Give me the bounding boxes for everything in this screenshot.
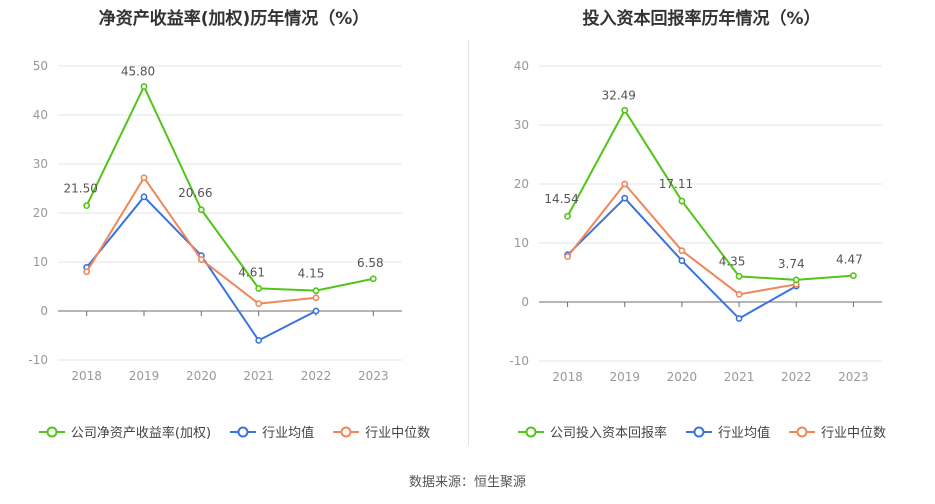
roic-y-tick-label: 10 (514, 236, 529, 250)
roe-x-tick-label: 2022 (301, 369, 332, 383)
roe-x-tick-label: 2020 (186, 369, 217, 383)
roe-point-company (197, 206, 205, 214)
roic-data-label: 3.74 (778, 257, 805, 271)
roic-point-company (564, 212, 571, 220)
roic-y-tick-label: 40 (514, 59, 529, 73)
roe-y-tick-label: 20 (33, 206, 48, 220)
roic-data-label: 17.11 (659, 177, 693, 191)
legend-item-industry_median[interactable]: 行业中位数 (788, 422, 886, 441)
roic-point-company (850, 272, 857, 280)
legend-label: 行业中位数 (821, 426, 887, 441)
roic-y-tick-label: -10 (509, 354, 529, 368)
roe-point-company (312, 287, 320, 295)
roe-point-industry_median (83, 268, 91, 276)
roe-y-tick-label: -10 (28, 353, 48, 367)
roic-chart-panel: 投入资本回报率历年情况（%） -10 0 10 20 30 40 2018 2019 2020 2… (468, 0, 935, 460)
roic-x-tick-label: 2023 (838, 370, 869, 384)
roic-data-label: 32.49 (602, 88, 636, 102)
legend-item-industry_median[interactable]: 行业中位数 (332, 422, 430, 441)
roe-y-tick-label: 40 (33, 108, 48, 122)
roic-point-industry_median (678, 247, 686, 255)
roic-point-company (792, 276, 800, 284)
roe-point-industry_avg (255, 336, 263, 344)
legend-label: 行业均值 (262, 426, 315, 441)
roe-series-line-industry_avg (85, 195, 317, 342)
roe-x-tick-label: 2018 (71, 369, 102, 383)
legend-label: 行业中位数 (365, 426, 431, 441)
roic-y-tick-label: 0 (521, 295, 529, 309)
roic-data-label: 4.35 (719, 254, 746, 268)
legend-label: 公司净资产收益率(加权) (70, 426, 212, 441)
roic-point-industry_avg (678, 257, 686, 265)
legend-line-marker-icon (789, 426, 815, 437)
roe-line-chart: -10 0 10 20 30 40 50 2018 2019 2020 2021 2022 2023 21… (28, 59, 402, 383)
roe-series-line-company (85, 85, 374, 292)
roe-data-label: 4.61 (238, 265, 265, 279)
legend-line-marker-icon (38, 426, 65, 437)
roic-data-label: 14.54 (544, 192, 578, 206)
roe-point-industry_median (312, 294, 320, 302)
roe-point-company (83, 202, 91, 210)
roe-x-tick-label: 2023 (358, 369, 389, 383)
roe-y-tick-label: 50 (33, 59, 48, 73)
roe-point-industry_median (197, 256, 205, 263)
roic-y-tick-label: 30 (514, 118, 529, 132)
roe-data-label: 6.58 (357, 256, 384, 270)
roe-point-industry_avg (140, 193, 148, 201)
legend-item-company[interactable]: 公司投入资本回报率 (517, 422, 667, 441)
roe-point-industry_avg (312, 307, 320, 315)
legend-item-company[interactable]: 公司净资产收益率(加权) (38, 422, 211, 441)
roe-data-label: 45.80 (121, 65, 155, 79)
legend-item-industry_avg[interactable]: 行业均值 (229, 422, 314, 441)
roe-point-company (255, 285, 263, 292)
legend-line-marker-icon (333, 426, 360, 437)
roic-point-industry_median (564, 253, 571, 260)
legend-label: 公司投入资本回报率 (549, 426, 667, 441)
legend-item-industry_avg[interactable]: 行业均值 (685, 422, 770, 441)
roe-chart-panel: 净资产收益率(加权)历年情况（%） -10 0 10 20 30 40 50 2018 2019… (0, 0, 468, 460)
roe-data-label: 4.15 (298, 267, 325, 281)
legend-line-marker-icon (517, 426, 544, 437)
roe-point-industry_median (255, 300, 263, 308)
roe-data-label: 20.66 (178, 186, 212, 200)
roe-x-tick-label: 2021 (243, 369, 274, 383)
roic-point-company (735, 272, 743, 280)
roe-chart-title: 净资产收益率(加权)历年情况（%） (98, 9, 370, 29)
roic-legend: 公司投入资本回报率 行业均值 行业中位数 (468, 422, 935, 441)
legend-line-marker-icon (685, 426, 712, 437)
legend-line-marker-icon (230, 426, 257, 437)
roic-point-company (678, 197, 686, 205)
roe-point-company (140, 83, 148, 90)
roe-x-tick-label: 2019 (129, 369, 160, 383)
roic-data-label: 4.47 (836, 253, 863, 267)
roic-point-company (621, 106, 629, 114)
roic-point-industry_median (735, 290, 743, 298)
panel-divider (468, 40, 469, 445)
data-source-note: 数据来源：恒生聚源 (408, 475, 526, 490)
roic-point-industry_avg (621, 194, 629, 202)
legend-label: 行业均值 (717, 426, 770, 441)
roic-y-tick-label: 20 (514, 177, 529, 191)
roe-data-label: 21.50 (63, 182, 97, 196)
roic-chart-title: 投入资本回报率历年情况（%） (582, 9, 821, 29)
roic-point-industry_median (621, 180, 629, 188)
roic-point-industry_avg (735, 315, 743, 322)
roe-y-tick-label: 0 (40, 304, 48, 318)
roe-point-company (369, 275, 377, 283)
roe-y-tick-label: 30 (33, 157, 48, 171)
roic-x-tick-label: 2019 (609, 370, 640, 384)
roe-point-industry_median (140, 174, 148, 182)
roic-series-line-company (566, 109, 854, 281)
roic-x-tick-label: 2020 (667, 370, 698, 384)
roic-x-tick-label: 2022 (781, 370, 812, 384)
roic-line-chart: -10 0 10 20 30 40 2018 2019 2020 2021 2022 2023 14.5… (509, 59, 882, 384)
roe-legend: 公司净资产收益率(加权) 行业均值 行业中位数 (0, 422, 468, 441)
roic-x-tick-label: 2021 (724, 370, 755, 384)
roe-y-tick-label: 10 (33, 255, 48, 269)
roic-x-tick-label: 2018 (552, 370, 583, 384)
